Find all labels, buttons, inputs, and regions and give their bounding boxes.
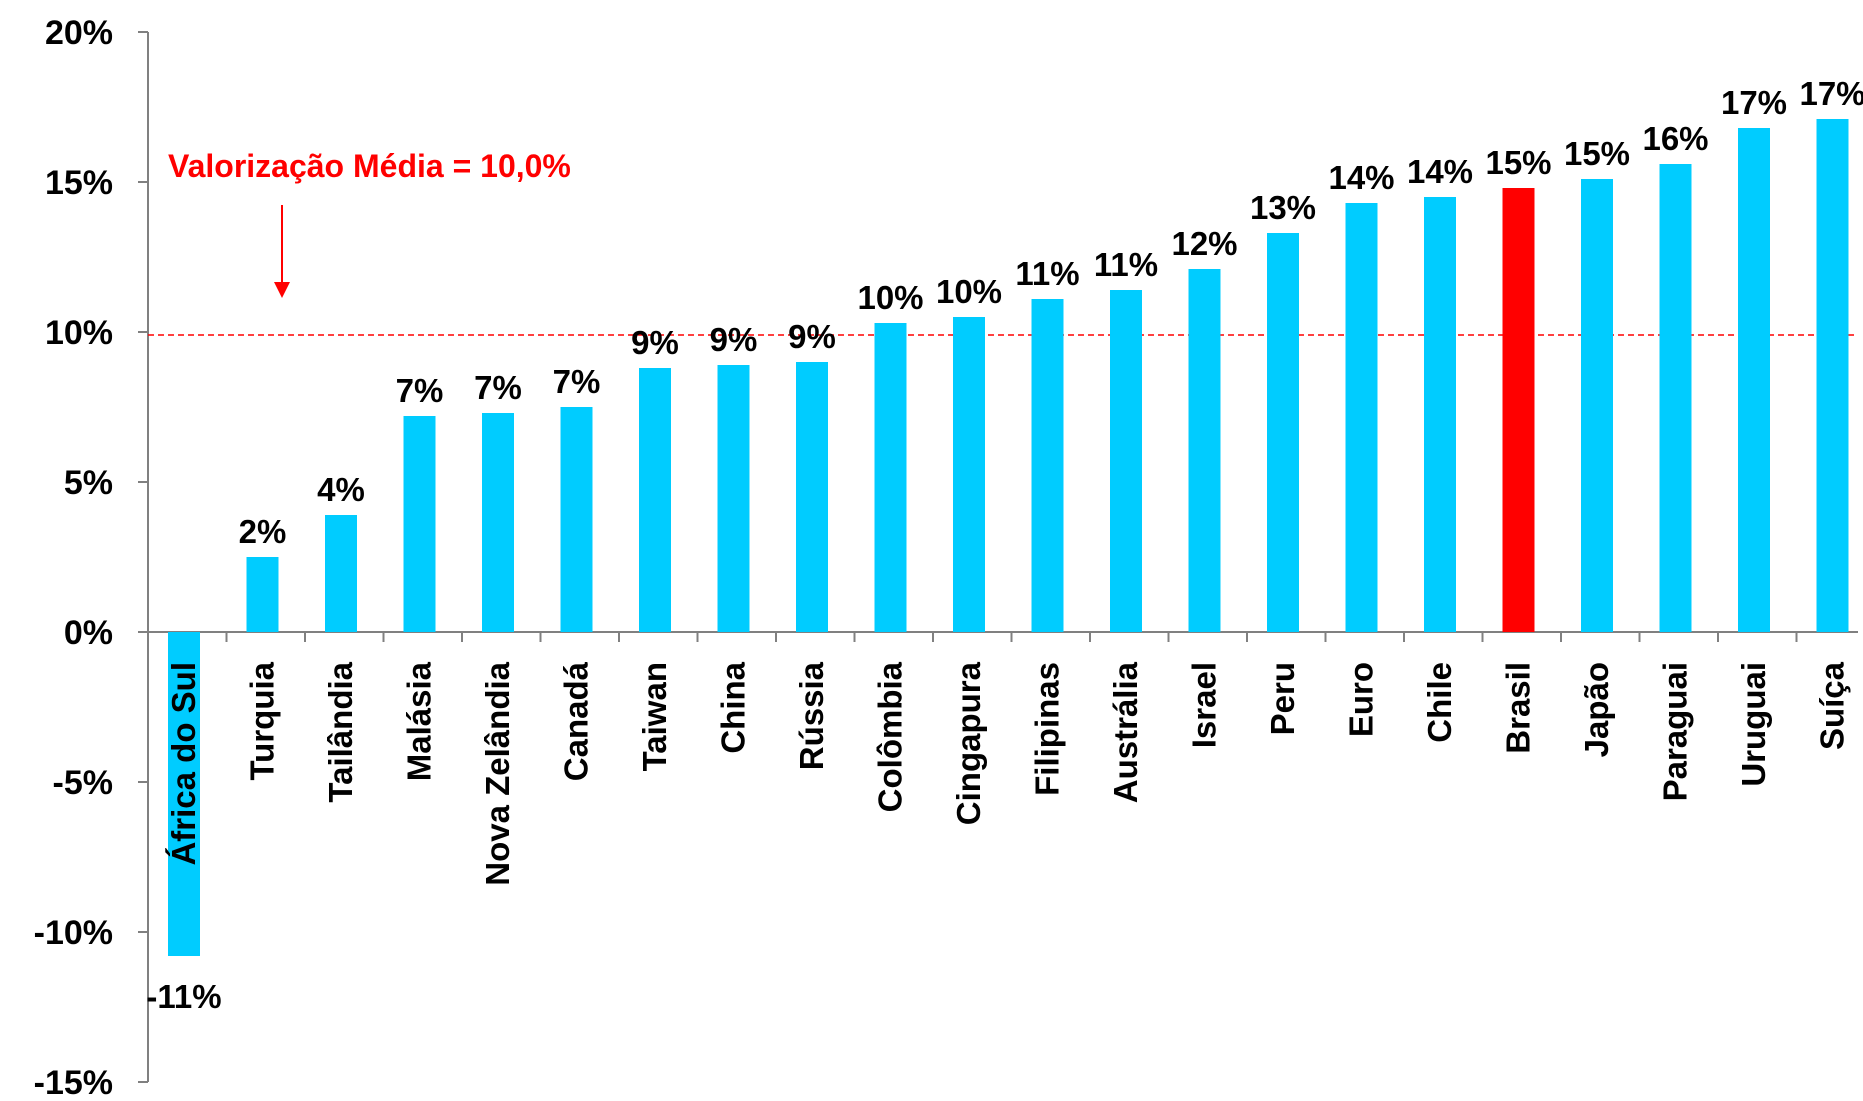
category-label: Paraguai [1657,662,1694,801]
data-label: 12% [1171,225,1237,262]
bar [1345,203,1378,632]
data-label: 17% [1721,84,1787,121]
bar [403,416,436,632]
data-label: 11% [1015,255,1079,292]
bar [796,362,828,632]
category-label: Peru [1264,662,1301,735]
bar [953,317,985,632]
data-label: 7% [474,369,522,406]
bar [1188,269,1221,632]
data-label: 4% [317,471,365,508]
bar [1502,188,1535,632]
bar [1816,119,1849,632]
category-label: Euro [1343,662,1380,737]
data-label: 9% [710,321,758,358]
bar [639,368,671,632]
y-tick-label: 0% [64,614,113,652]
category-label: Israel [1186,662,1223,748]
bar [482,413,514,632]
y-tick-label: 10% [45,314,113,352]
average-annotation: Valorização Média = 10,0% [168,148,571,298]
category-label: Uruguai [1735,662,1772,787]
data-labels: -11% 2% 4% 7% 7% 7% 9% 9% 9% 10% 10% 11% 11% 12% 13% 14… [146,75,1863,1015]
bar [560,407,593,632]
category-label: África do Sul [165,662,202,866]
category-label: Rússia [793,661,830,770]
data-label: 7% [553,363,601,400]
category-label: Tailândia [322,661,359,802]
category-label: Taiwan [636,662,673,771]
bar [1581,179,1613,632]
category-label: Malásia [401,661,438,781]
bars [168,119,1849,956]
data-label: 16% [1642,120,1708,157]
category-label: Canadá [558,661,595,781]
data-label: 15% [1485,144,1551,181]
bar [874,323,907,632]
category-label: China [715,661,752,753]
bar [717,365,750,632]
bar [1738,128,1770,632]
y-tick-label: -10% [34,914,113,952]
data-label: 9% [788,318,836,355]
category-label: Colômbia [872,661,909,812]
data-label: 10% [857,279,923,316]
data-label: 15% [1564,135,1630,172]
category-labels: África do Sul Turquia Tailândia Malásia Nova… [165,661,1851,885]
y-tick-label: -5% [53,764,113,802]
bar [1031,299,1064,632]
category-label: Japão [1578,662,1615,757]
data-label: 14% [1328,159,1394,196]
bar [1424,197,1456,632]
category-label: Turquia [244,661,281,780]
category-label: Nova Zelândia [479,661,516,885]
bar [1110,290,1142,632]
category-label: Suíça [1814,661,1851,750]
y-tick-label: -15% [34,1064,113,1101]
category-label: Chile [1421,662,1458,743]
data-label: -11% [146,978,221,1015]
data-label: 9% [631,324,679,361]
y-tick-label: 15% [45,164,113,202]
bar [168,632,200,956]
bar [1659,164,1692,632]
y-tick-label: 20% [45,14,113,52]
bar [325,515,357,632]
bar [246,557,279,632]
average-label: Valorização Média = 10,0% [168,148,571,184]
category-label: Filipinas [1029,662,1066,796]
data-label: 17% [1799,75,1863,112]
data-label: 7% [396,372,444,409]
bar [1267,233,1299,632]
data-label: 10% [936,273,1002,310]
data-label: 14% [1407,153,1473,190]
category-label: Austrália [1107,661,1144,803]
y-tick-label: 5% [64,464,113,502]
data-label: 11% [1094,246,1158,283]
average-arrow-head [274,282,290,298]
data-label: 2% [239,513,287,550]
category-label: Brasil [1500,662,1537,754]
data-label: 13% [1250,189,1316,226]
category-label: Cingapura [950,661,987,825]
